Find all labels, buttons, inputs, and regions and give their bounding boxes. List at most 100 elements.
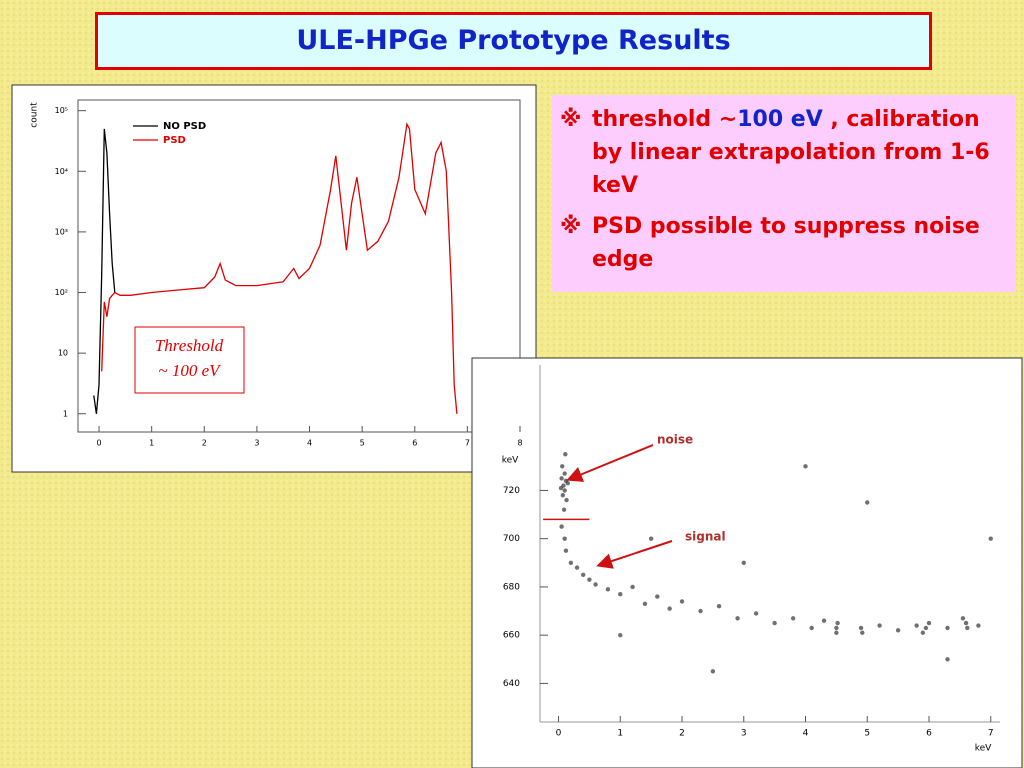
slide-title: ULE-HPGe Prototype Results bbox=[95, 12, 932, 70]
x-tick-label: 1 bbox=[149, 439, 154, 448]
text: PSD possible to suppress noise edge bbox=[592, 214, 980, 272]
scatter-point bbox=[562, 488, 567, 493]
scatter-point bbox=[563, 548, 569, 553]
scatter-point bbox=[698, 608, 703, 614]
legend-label: PSD bbox=[163, 135, 186, 146]
annotation: Threshold bbox=[155, 336, 224, 355]
scatter-point bbox=[562, 536, 567, 541]
scatter-point bbox=[834, 630, 839, 635]
scatter-point bbox=[618, 591, 623, 597]
scatter-point bbox=[560, 493, 566, 498]
scatter-point bbox=[772, 620, 777, 626]
note-text: threshold ~100 eV , calibration by linea… bbox=[592, 103, 1008, 202]
plot-frame bbox=[77, 99, 521, 433]
x-tick-label: 1 bbox=[617, 729, 623, 739]
x-tick-label: 6 bbox=[926, 729, 932, 739]
scatter-point bbox=[587, 577, 592, 582]
scatter-point bbox=[716, 604, 722, 609]
scatter-point bbox=[834, 625, 839, 631]
bullet: ※ bbox=[560, 214, 582, 239]
scatter-point bbox=[618, 632, 623, 638]
y-tick-label: 10 bbox=[58, 349, 68, 358]
note: ※ PSD possible to suppress noise edge bbox=[560, 210, 1008, 276]
x-tick-label: 2 bbox=[679, 729, 685, 739]
scatter-point bbox=[679, 599, 685, 604]
scatter-point bbox=[790, 616, 796, 621]
x-tick-label: 2 bbox=[202, 439, 207, 448]
scatter-point bbox=[735, 616, 740, 621]
arrow bbox=[566, 444, 654, 482]
y-tick-label: 10⁴ bbox=[55, 167, 68, 176]
scatter-point bbox=[821, 618, 827, 623]
x-tick-label: 3 bbox=[254, 439, 259, 448]
scatter-point bbox=[562, 471, 567, 476]
scatter-point bbox=[648, 536, 654, 541]
scatter-point bbox=[741, 560, 746, 565]
y-tick-label: 700 bbox=[503, 534, 520, 544]
text: threshold ~ bbox=[592, 107, 738, 132]
scatter-point bbox=[945, 657, 950, 662]
scatter-point bbox=[560, 464, 565, 469]
x-tick-label: 0 bbox=[97, 439, 102, 448]
x-axis-label: keV bbox=[975, 744, 992, 754]
scatter-point bbox=[960, 616, 966, 621]
arrow bbox=[596, 540, 673, 569]
annotation: signal bbox=[685, 530, 726, 544]
x-tick-label: 5 bbox=[360, 439, 365, 448]
scatter-point bbox=[605, 587, 611, 592]
scatter-point bbox=[655, 594, 660, 599]
scatter-point bbox=[877, 623, 882, 628]
scatter-point bbox=[835, 620, 840, 626]
x-tick-label: 6 bbox=[412, 439, 417, 448]
scatter-point bbox=[963, 620, 969, 626]
notes-box: ※ threshold ~100 eV , calibration by line… bbox=[552, 95, 1016, 292]
scatter-point bbox=[568, 560, 574, 565]
scatter-point bbox=[809, 625, 814, 631]
x-tick-label: 5 bbox=[864, 729, 870, 739]
scatter-point bbox=[988, 536, 993, 541]
scatter-point bbox=[563, 452, 568, 457]
scatter-point bbox=[803, 464, 808, 469]
y-tick-label: 680 bbox=[503, 582, 520, 592]
scatter-point bbox=[860, 630, 865, 635]
scatter-point bbox=[593, 582, 598, 587]
scatter-point bbox=[710, 669, 716, 674]
scatter-point bbox=[923, 625, 929, 631]
text: 100 eV bbox=[737, 107, 823, 132]
annotation-box bbox=[134, 326, 245, 394]
text: , calibration by linear extrapolation fr… bbox=[592, 107, 990, 198]
chart-frame bbox=[11, 84, 537, 473]
scatter-point bbox=[976, 623, 981, 628]
x-tick-label: 8 bbox=[517, 439, 522, 448]
chart-frame bbox=[471, 357, 1023, 768]
y-tick-label: 10³ bbox=[55, 227, 68, 236]
x-tick-label: 4 bbox=[307, 439, 312, 448]
x-tick-label: 3 bbox=[741, 729, 747, 739]
y-axis-label: count bbox=[30, 102, 40, 128]
scatter-point bbox=[858, 625, 864, 631]
scatter-point bbox=[926, 620, 932, 626]
scatter-point bbox=[914, 623, 919, 628]
x-tick-label: 0 bbox=[556, 729, 562, 739]
x-tick-label: 4 bbox=[803, 729, 809, 739]
series-group bbox=[93, 122, 458, 414]
scatter-point bbox=[630, 584, 635, 590]
x-tick-label: 7 bbox=[465, 439, 470, 448]
scatter-point bbox=[945, 625, 950, 631]
scatter-point bbox=[753, 611, 759, 616]
x-axis-label: keV bbox=[502, 456, 519, 466]
scatter-point bbox=[565, 480, 570, 486]
note: ※ threshold ~100 eV , calibration by line… bbox=[560, 103, 1008, 202]
y-tick-label: 1 bbox=[63, 409, 68, 418]
scatter-point bbox=[865, 500, 870, 505]
annotation: ~ 100 eV bbox=[158, 361, 222, 380]
series-line bbox=[101, 122, 458, 414]
scatter-point bbox=[667, 606, 672, 611]
scatter-point bbox=[965, 625, 970, 631]
x-tick-label: 7 bbox=[988, 729, 994, 739]
y-tick-label: 10² bbox=[55, 288, 68, 297]
scatter-point bbox=[559, 476, 564, 481]
scatter-point bbox=[574, 565, 580, 570]
scatter-point bbox=[581, 572, 586, 578]
